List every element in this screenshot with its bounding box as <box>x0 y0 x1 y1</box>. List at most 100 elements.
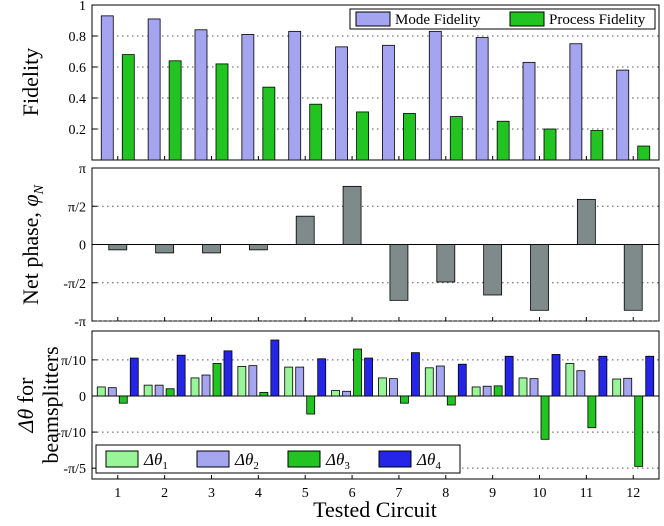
y-tick-label: -π <box>74 315 86 330</box>
bar-net-phase-4 <box>248 244 268 251</box>
x-tick-label: 2 <box>161 486 168 501</box>
bar-net-phase-11 <box>576 198 596 245</box>
legend-swatch-delta-theta2 <box>196 450 230 468</box>
bar-process-fidelity-9 <box>496 120 510 161</box>
bar-delta-theta2-3 <box>201 374 211 397</box>
bar-delta-theta1-4 <box>237 365 247 397</box>
bar-mode-fidelity-5 <box>288 30 302 161</box>
legend-label-process-fidelity: Process Fidelity <box>549 12 646 28</box>
bar-delta-theta3-2 <box>165 388 175 397</box>
delta-theta-legend: Δθ1 Δθ2 Δθ3 Δθ4 <box>95 444 461 474</box>
y-tick-label: -π/2 <box>63 277 86 292</box>
bar-delta-theta3-11 <box>587 395 597 429</box>
x-tick-label: 9 <box>489 486 496 501</box>
x-tick-label: 6 <box>349 486 356 501</box>
fidelity-bars <box>100 15 651 161</box>
bar-delta-theta3-4 <box>259 391 269 397</box>
delta-theta-label-rest: for <box>13 377 38 409</box>
bar-delta-theta1-9 <box>471 386 481 397</box>
bar-delta-theta2-10 <box>529 378 539 397</box>
bar-net-phase-9 <box>483 244 503 296</box>
y-tick-label: 0.8 <box>69 30 87 45</box>
bar-delta-theta4-2 <box>176 354 186 397</box>
y-tick-label: π/2 <box>68 200 86 215</box>
y-tick-label: π/10 <box>61 354 86 369</box>
bar-process-fidelity-4 <box>262 86 276 161</box>
bar-delta-theta2-5 <box>295 366 305 397</box>
bar-process-fidelity-10 <box>543 128 557 161</box>
bar-delta-theta2-11 <box>576 370 586 397</box>
bar-delta-theta4-10 <box>551 354 561 397</box>
legend-label-subscript: 2 <box>253 460 259 472</box>
bar-delta-theta1-3 <box>190 377 200 397</box>
legend-swatch-mode-fidelity <box>355 11 391 27</box>
fidelity-y-axis-label: Fidelity <box>18 48 43 116</box>
legend-label-subscript: 4 <box>435 460 441 472</box>
x-tick-label: 3 <box>208 486 215 501</box>
legend-label-subscript: 1 <box>162 460 168 472</box>
legend-label-delta-theta4: Δθ4 <box>416 450 441 472</box>
net-phase-panel: -π -π/2 0 π/2 π Net phase, φN <box>18 162 660 330</box>
bar-mode-fidelity-10 <box>522 61 536 161</box>
bar-net-phase-10 <box>530 244 549 311</box>
bar-delta-theta2-2 <box>154 384 164 397</box>
bar-process-fidelity-2 <box>168 60 182 161</box>
net-phase-y-ticks: -π -π/2 0 π/2 π <box>63 162 634 330</box>
x-tick-label: 11 <box>580 486 593 501</box>
bar-net-phase-5 <box>295 215 315 245</box>
y-tick-label: 0.6 <box>69 61 87 76</box>
net-phase-label-text: Net phase, <box>18 207 43 305</box>
bar-delta-theta4-8 <box>457 363 467 397</box>
bar-delta-theta3-5 <box>306 395 316 415</box>
bar-delta-theta1-6 <box>331 390 340 397</box>
legend-label-symbol: Δθ <box>325 450 344 469</box>
legend-label-subscript: 3 <box>344 460 350 472</box>
bar-net-phase-1 <box>108 244 128 251</box>
bar-process-fidelity-12 <box>637 145 651 161</box>
bar-delta-theta1-11 <box>565 363 575 397</box>
fidelity-plot-frame <box>91 4 660 161</box>
bar-delta-theta2-12 <box>623 377 633 397</box>
bar-delta-theta3-12 <box>634 395 644 467</box>
bar-delta-theta1-12 <box>612 378 622 397</box>
bar-process-fidelity-11 <box>590 130 604 161</box>
y-tick-label: 0.4 <box>69 92 87 107</box>
bar-delta-theta2-8 <box>435 365 445 397</box>
bar-delta-theta4-6 <box>364 357 373 397</box>
bar-net-phase-12 <box>623 244 643 311</box>
delta-theta-legend-entries: Δθ1 Δθ2 Δθ3 Δθ4 <box>105 450 441 472</box>
y-tick-label: -π/10 <box>56 426 86 441</box>
delta-theta-gridlines <box>92 359 659 469</box>
bar-mode-fidelity-12 <box>616 69 630 161</box>
legend-swatch-process-fidelity <box>509 11 545 27</box>
bar-delta-theta3-3 <box>212 363 222 397</box>
bar-delta-theta3-9 <box>493 385 503 397</box>
delta-theta-label-symbol: Δθ <box>13 409 38 434</box>
legend-swatch-delta-theta1 <box>105 450 139 468</box>
bar-delta-theta1-1 <box>96 386 106 397</box>
bar-delta-theta4-5 <box>317 358 327 397</box>
x-tick-label: 1 <box>114 486 121 501</box>
x-tick-label: 5 <box>302 486 309 501</box>
delta-theta-y-axis-label-line2: beamsplitters <box>38 346 63 463</box>
bar-mode-fidelity-7 <box>382 44 395 161</box>
legend-swatch-delta-theta3 <box>287 450 321 468</box>
bar-delta-theta4-12 <box>645 355 655 397</box>
bar-delta-theta4-1 <box>129 357 139 397</box>
legend-label-delta-theta1: Δθ1 <box>143 450 168 472</box>
bar-process-fidelity-1 <box>121 54 135 161</box>
net-phase-y-axis-label: Net phase, φN <box>18 184 47 305</box>
net-phase-bars <box>108 185 643 311</box>
y-tick-label: -π/5 <box>63 462 86 477</box>
bar-delta-theta2-9 <box>482 385 492 397</box>
bar-delta-theta2-7 <box>389 378 398 397</box>
fidelity-y-ticks: 0.2 0.4 0.6 0.8 1 <box>69 0 634 160</box>
net-phase-label-subscript: N <box>32 184 47 195</box>
fidelity-legend: Mode Fidelity Process Fidelity <box>349 8 656 30</box>
bar-delta-theta3-8 <box>446 395 456 406</box>
bar-net-phase-7 <box>389 244 409 301</box>
y-tick-label: 1 <box>79 0 86 14</box>
x-tick-label: 8 <box>442 486 449 501</box>
x-tick-label: 7 <box>395 486 402 501</box>
